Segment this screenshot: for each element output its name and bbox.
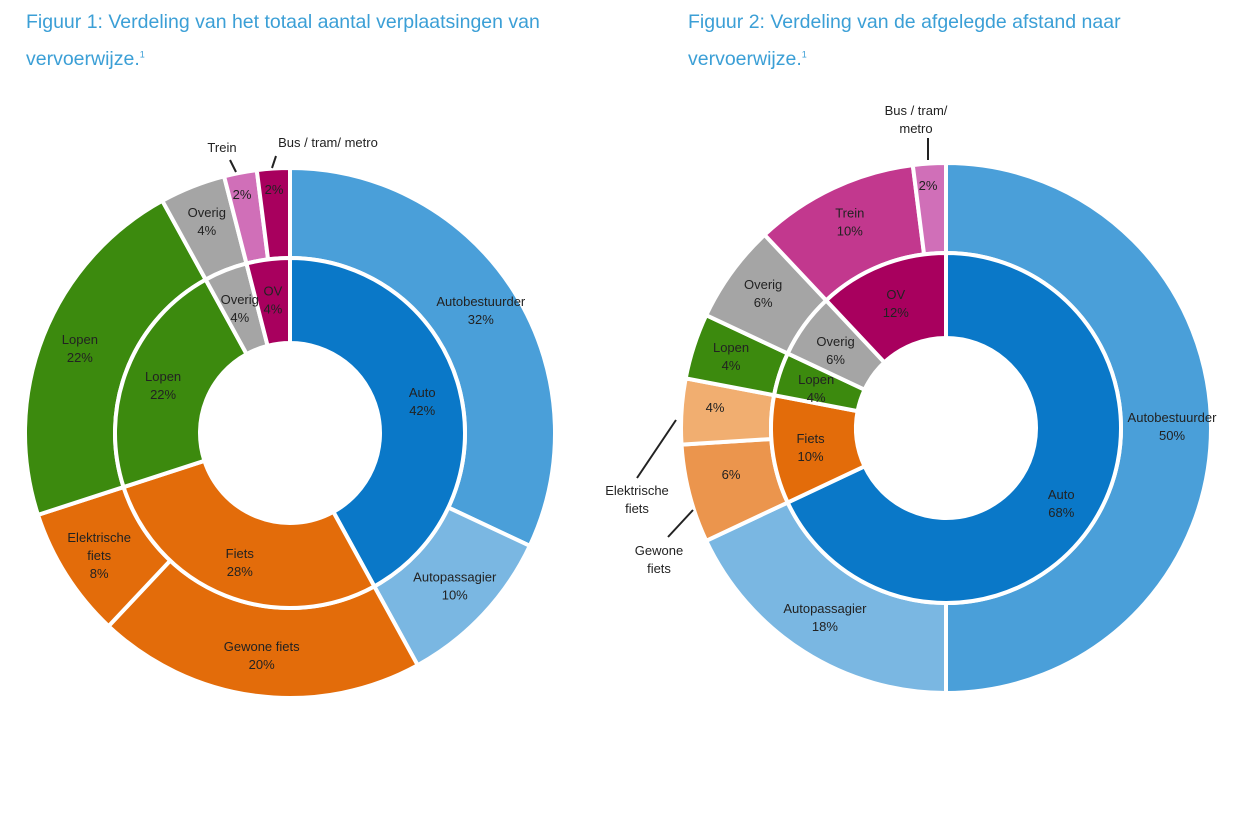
chart1-outer-label-overig: Overig 4% [188,205,226,238]
chart2-outer-label-lopen: Lopen 4% [713,340,749,373]
chart2-inner-slice-auto [784,250,1123,605]
chart1-inner-slice-auto [288,255,467,590]
chart2-outer-label-overig: Overig 6% [744,277,782,310]
figure-1-footnote-marker: 1 [139,49,145,60]
chart1-outer-label-autobestuurder: Autobestuurder 32% [436,294,526,327]
chart1-inner-label-lopen: Lopen 22% [145,369,181,402]
figure-2-donut-chart: Auto 68% Fiets 10% Lopen 4% Overig 6% OV 12% Autob… [605,103,1218,696]
figure-1-title: Figuur 1: Verdeling van het totaal aanta… [26,4,626,78]
chart1-leader-line-bus-tram-metro [271,155,277,169]
chart1-outer-name-trein: Trein [207,140,236,155]
chart1-outer-label-lopen: Lopen 22% [62,332,98,365]
figure-2-title-text: Figuur 2: Verdeling van de afgelegde afs… [688,11,1121,70]
chart1-inner-slice-fiets [121,458,378,610]
chart2-outer-value-bus-tram-metro: 2% [919,178,938,193]
chart1-outer-value-bus-tram-metro: 2% [265,182,284,197]
chart2-outer-value-elektrische-fiets: 4% [706,400,725,415]
chart1-inner-label-ov: OV 4% [263,284,282,317]
chart1-inner-label-fiets: Fiets 28% [226,546,255,579]
chart2-leader-line-gewone-fiets [667,509,694,538]
chart2-inner-label-ov: OV 12% [883,287,909,320]
chart1-inner-label-auto: Auto 42% [409,385,436,418]
chart1-inner-slice-ov [244,255,292,349]
chart2-outer-label-trein: Trein 10% [835,206,864,239]
chart2-outer-value-gewone-fiets: 6% [722,467,741,482]
figure-2-footnote-marker: 1 [801,49,807,60]
figure-1-donut-chart: Auto 42%Fiets 28%Lopen 22%Overig 4%OV 4%Autob… [23,135,557,700]
chart1-outer-label-autopassagier: Autopassagier 10% [413,570,497,603]
chart2-inner-label-lopen: Lopen 4% [798,372,834,405]
chart1-outer-name-bus-tram-metro: Bus / tram/ metro [278,135,378,150]
chart2-outer-label-autopassagier: Autopassagier 18% [783,601,867,634]
figure-1-title-text: Figuur 1: Verdeling van het totaal aanta… [26,11,540,70]
chart1-outer-label-elektrische-fiets: Elektrische fiets 8% [67,530,131,581]
figure-2-title: Figuur 2: Verdeling van de afgelegde afs… [688,4,1208,78]
chart2-inner-slice-ov [823,250,948,366]
chart1-inner-slice-lopen [113,276,250,490]
chart1-outer-label-gewone-fiets: Gewone fiets 20% [224,639,300,672]
chart2-outer-name-gewone-fiets: Gewone fiets [635,543,683,576]
chart2-outer-name-bus-tram-metro: Bus / tram/metro [885,103,948,136]
chart1-outer-value-trein: 2% [233,187,252,202]
chart2-inner-label-overig: Overig 6% [816,334,854,367]
chart1-leader-line-trein [229,159,237,173]
chart1-inner-label-overig: Overig 4% [221,292,259,325]
chart2-inner-label-auto: Auto 68% [1048,487,1075,520]
chart2-outer-name-elektrische-fiets: Elektrische fiets [605,483,669,516]
chart2-leader-line-elektrische-fiets [636,419,677,479]
chart2-outer-label-autobestuurder: Autobestuurder 50% [1128,410,1218,443]
chart2-inner-label-fiets: Fiets 10% [796,431,825,464]
